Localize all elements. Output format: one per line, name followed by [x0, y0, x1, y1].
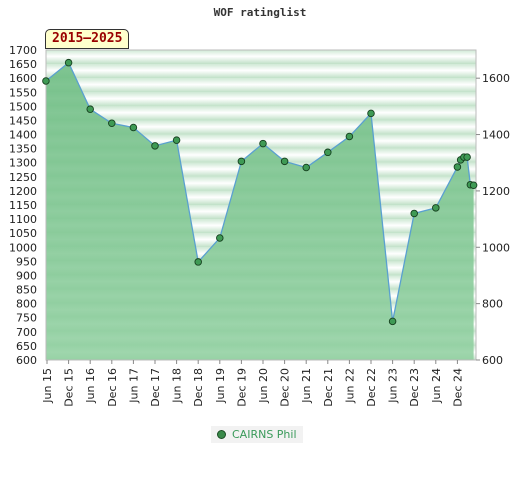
- y-tick-label-left: 1450: [9, 114, 37, 127]
- y-tick-label-left: 1050: [9, 227, 37, 240]
- data-point: [432, 204, 440, 212]
- y-tick-label-left: 1650: [9, 58, 37, 71]
- x-tick-label: Dec 19: [235, 368, 248, 407]
- x-tick-label: Jun 22: [343, 368, 356, 404]
- data-point: [469, 181, 478, 190]
- y-tick-label-right: 1600: [482, 72, 510, 85]
- chart-title: WOF ratinglist: [213, 6, 307, 19]
- x-tick-label: Dec 17: [149, 368, 162, 407]
- data-point: [86, 105, 94, 113]
- y-tick-label-right: 1200: [482, 185, 510, 198]
- data-point: [194, 258, 202, 266]
- y-tick-label-right: 600: [482, 354, 503, 367]
- grid-band: [46, 50, 476, 65]
- y-tick-label-left: 750: [16, 312, 37, 325]
- x-tick-label: Dec 22: [365, 368, 378, 407]
- data-point: [324, 148, 332, 157]
- legend[interactable]: CAIRNS Phil: [211, 426, 303, 443]
- x-tick-label: Jun 21: [300, 368, 313, 404]
- data-point: [108, 119, 116, 128]
- y-tick-label-left: 1300: [9, 157, 37, 170]
- x-tick-label: Jun 15: [41, 368, 54, 404]
- data-point: [280, 157, 289, 166]
- data-point: [216, 234, 224, 242]
- y-tick-label-left: 950: [16, 255, 37, 268]
- data-point: [64, 58, 73, 67]
- data-point: [345, 132, 354, 141]
- grid-band: [46, 64, 476, 79]
- data-point: [151, 142, 159, 150]
- y-tick-label-left: 1250: [9, 171, 37, 184]
- y-tick-label-left: 850: [16, 284, 37, 297]
- x-tick-label: Jun 19: [214, 368, 227, 404]
- data-point: [237, 157, 246, 166]
- x-tick-label: Dec 21: [322, 368, 335, 407]
- x-tick-label: Jun 18: [171, 368, 184, 404]
- legend-marker: [217, 430, 226, 439]
- x-tick-label: Dec 20: [279, 368, 292, 407]
- y-tick-label-left: 700: [16, 326, 37, 339]
- data-point: [302, 163, 310, 172]
- y-tick-label-left: 650: [16, 340, 37, 353]
- data-point: [42, 77, 50, 85]
- x-tick-label: Dec 24: [451, 368, 464, 407]
- data-point: [367, 109, 375, 118]
- y-tick-label-left: 1350: [9, 143, 37, 156]
- data-point: [388, 317, 397, 326]
- x-tick-label: Jun 23: [387, 368, 400, 404]
- y-tick-label-left: 1550: [9, 86, 37, 99]
- x-tick-label: Dec 15: [63, 368, 76, 407]
- y-tick-label-left: 1100: [9, 213, 37, 226]
- grid-band: [46, 92, 476, 107]
- y-tick-label-right: 1400: [482, 129, 510, 142]
- y-tick-label-left: 800: [16, 298, 37, 311]
- y-tick-label-left: 600: [16, 354, 37, 367]
- x-tick-label: Dec 23: [408, 368, 421, 407]
- legend-label: CAIRNS Phil: [232, 428, 297, 441]
- x-tick-label: Jun 24: [430, 368, 443, 404]
- y-tick-label-left: 1150: [9, 199, 37, 212]
- y-tick-label-left: 1000: [9, 241, 37, 254]
- date-range-badge: 2015–2025: [45, 29, 130, 49]
- x-tick-label: Jun 20: [257, 368, 270, 404]
- y-tick-label-left: 900: [16, 269, 37, 282]
- y-tick-label-left: 1400: [9, 129, 37, 142]
- y-tick-label-left: 1200: [9, 185, 37, 198]
- data-point: [259, 139, 267, 148]
- x-tick-label: Jun 16: [84, 368, 97, 404]
- grid-band: [46, 106, 476, 121]
- series-area-fill: [46, 62, 474, 360]
- data-point: [172, 136, 181, 144]
- x-tick-label: Dec 18: [192, 368, 205, 407]
- grid-band: [46, 78, 476, 93]
- y-tick-label-right: 800: [482, 298, 503, 311]
- y-tick-label-left: 1700: [9, 44, 37, 57]
- data-point: [463, 153, 471, 161]
- x-tick-label: Jun 17: [127, 368, 140, 404]
- y-tick-label-left: 1600: [9, 72, 37, 85]
- y-tick-label-left: 1500: [9, 100, 37, 113]
- y-tick-label-right: 1000: [482, 241, 510, 254]
- x-tick-label: Dec 16: [106, 368, 119, 407]
- plot-frame: [45, 49, 477, 361]
- data-point: [453, 163, 462, 171]
- data-point: [410, 209, 418, 218]
- data-point: [129, 123, 138, 132]
